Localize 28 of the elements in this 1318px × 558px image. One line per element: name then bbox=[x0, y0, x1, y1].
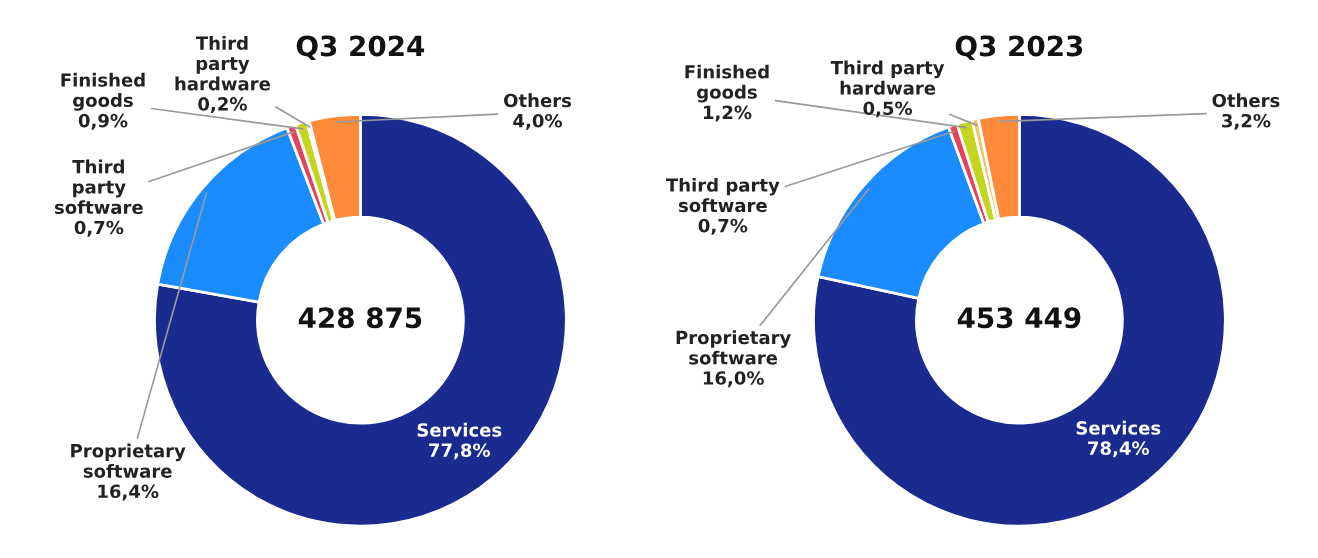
data-label: 0,9% bbox=[78, 113, 128, 130]
slice-label: Finished goods bbox=[61, 72, 145, 111]
slice-label: Finished goods bbox=[685, 64, 769, 103]
data-label: 0,7% bbox=[74, 220, 124, 237]
slice-label: Others bbox=[1212, 93, 1280, 108]
data-label: 77,8% bbox=[429, 443, 490, 460]
slice-label: Proprietary software bbox=[676, 330, 791, 365]
data-label: 0,7% bbox=[698, 218, 748, 235]
text: 428 875 bbox=[298, 307, 422, 329]
data-label: 16,0% bbox=[703, 371, 764, 388]
data-label: 0,2% bbox=[198, 97, 247, 114]
data-label: 4,0% bbox=[513, 113, 562, 130]
data-label: 1,2% bbox=[703, 105, 752, 122]
chart-title: Q3 2023 bbox=[955, 35, 1083, 61]
chart-title: Q3 2024 bbox=[296, 35, 425, 61]
text: 453 449 bbox=[957, 307, 1081, 329]
slice-label: Services bbox=[417, 422, 502, 437]
data-label: 3,2% bbox=[1222, 113, 1271, 130]
slice-label: Third party software bbox=[665, 177, 780, 213]
data-label: 0,5% bbox=[863, 101, 913, 118]
data-label: 16,4% bbox=[98, 484, 159, 501]
slice-label: Third party hardware bbox=[830, 60, 945, 95]
slice-label: Proprietary software bbox=[71, 443, 186, 478]
slice-label: Others bbox=[504, 93, 572, 108]
slice-label: Third party hardware bbox=[175, 35, 270, 91]
slice-label: Third party software bbox=[54, 159, 143, 215]
slice-label: Services bbox=[1076, 420, 1161, 435]
data-label: 78,4% bbox=[1088, 441, 1149, 458]
